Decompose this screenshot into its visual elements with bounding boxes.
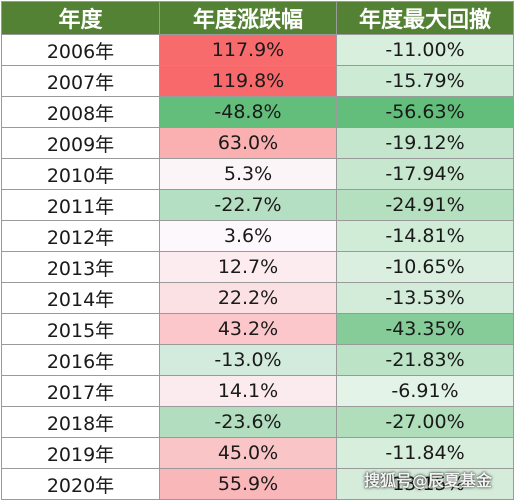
table-row: 2016年 -13.0% -21.83% xyxy=(1,344,514,376)
year-cell: 2013年 xyxy=(1,251,160,283)
annual-change-cell: 12.7% xyxy=(159,251,337,283)
table-row: 2017年 14.1% -6.91% xyxy=(1,375,514,407)
max-drawdown-cell: -6.91% xyxy=(336,375,514,407)
year-cell: 2012年 xyxy=(1,220,160,252)
max-drawdown-cell: -19.12% xyxy=(336,127,514,159)
max-drawdown-cell: -17.94% xyxy=(336,158,514,190)
max-drawdown-cell: -27.00% xyxy=(336,406,514,438)
annual-change-cell: -23.6% xyxy=(159,406,337,438)
year-cell: 2009年 xyxy=(1,127,160,159)
max-drawdown-cell: -11.84% xyxy=(336,437,514,469)
year-cell: 2016年 xyxy=(1,344,160,376)
year-cell: 2007年 xyxy=(1,65,160,97)
max-drawdown-cell: -56.63% xyxy=(336,96,514,128)
annual-change-cell: 55.9% xyxy=(159,468,337,500)
table-row: 2015年 43.2% -43.35% xyxy=(1,313,514,345)
table-row: 2012年 3.6% -14.81% xyxy=(1,220,514,252)
max-drawdown-cell: -11.00% xyxy=(336,34,514,66)
annual-change-cell: 43.2% xyxy=(159,313,337,345)
annual-change-cell: -13.0% xyxy=(159,344,337,376)
table-row: 2006年 117.9% -11.00% xyxy=(1,34,514,66)
table-row: 2019年 45.0% -11.84% xyxy=(1,437,514,469)
max-drawdown-cell: -13.53% xyxy=(336,282,514,314)
max-drawdown-cell: -14.81% xyxy=(336,220,514,252)
max-drawdown-cell: -24.91% xyxy=(336,189,514,221)
header-max-drawdown: 年度最大回撤 xyxy=(336,1,514,35)
table-row: 2013年 12.7% -10.65% xyxy=(1,251,514,283)
year-cell: 2020年 xyxy=(1,468,160,500)
max-drawdown-cell: -15.79% xyxy=(336,65,514,97)
annual-change-cell: 119.8% xyxy=(159,65,337,97)
table-row: 2009年 63.0% -19.12% xyxy=(1,127,514,159)
table-row: 2007年 119.8% -15.79% xyxy=(1,65,514,97)
header-year: 年度 xyxy=(1,1,160,35)
annual-change-cell: -48.8% xyxy=(159,96,337,128)
annual-change-cell: 45.0% xyxy=(159,437,337,469)
table-row: 2014年 22.2% -13.53% xyxy=(1,282,514,314)
year-cell: 2015年 xyxy=(1,313,160,345)
year-cell: 2008年 xyxy=(1,96,160,128)
year-cell: 2014年 xyxy=(1,282,160,314)
max-drawdown-cell: -21.83% xyxy=(336,344,514,376)
table-row: 2018年 -23.6% -27.00% xyxy=(1,406,514,438)
max-drawdown-cell: -10.65% xyxy=(336,251,514,283)
annual-change-cell: 5.3% xyxy=(159,158,337,190)
max-drawdown-cell: -43.35% xyxy=(336,313,514,345)
annual-change-cell: 63.0% xyxy=(159,127,337,159)
annual-change-cell: 14.1% xyxy=(159,375,337,407)
table-row: 2010年 5.3% -17.94% xyxy=(1,158,514,190)
year-cell: 2011年 xyxy=(1,189,160,221)
year-cell: 2017年 xyxy=(1,375,160,407)
table-row: 2008年 -48.8% -56.63% xyxy=(1,96,514,128)
header-row: 年度 年度涨跌幅 年度最大回撤 xyxy=(1,1,514,35)
year-cell: 2019年 xyxy=(1,437,160,469)
annual-change-cell: -22.7% xyxy=(159,189,337,221)
annual-change-cell: 117.9% xyxy=(159,34,337,66)
year-cell: 2010年 xyxy=(1,158,160,190)
annual-change-cell: 3.6% xyxy=(159,220,337,252)
year-cell: 2006年 xyxy=(1,34,160,66)
annual-change-cell: 22.2% xyxy=(159,282,337,314)
max-drawdown-cell: -13.15% xyxy=(336,468,514,500)
year-cell: 2018年 xyxy=(1,406,160,438)
header-annual-change: 年度涨跌幅 xyxy=(159,1,337,35)
table-row: 2011年 -22.7% -24.91% xyxy=(1,189,514,221)
table-row: 2020年 55.9% -13.15% xyxy=(1,468,514,500)
